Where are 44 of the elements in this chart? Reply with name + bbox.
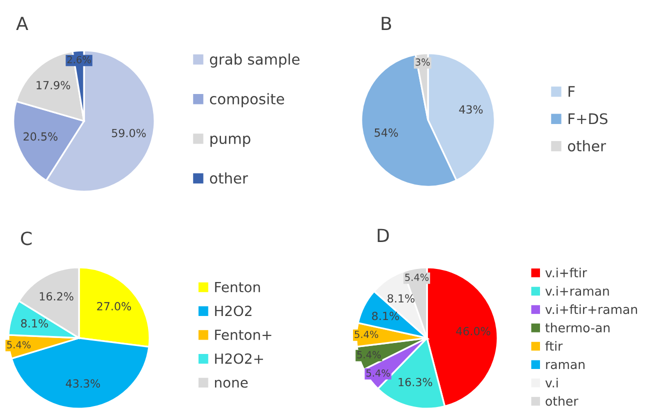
legend-label: other (568, 140, 606, 152)
data-label: 8.1% (21, 319, 48, 328)
legend-label: v.i+ftir (545, 268, 588, 278)
data-label: 27.0% (97, 302, 131, 310)
data-label: 2.6% (67, 56, 91, 64)
data-label: 16.2% (40, 292, 74, 301)
legend-label: composite (210, 93, 284, 108)
legend-label: v.i (545, 378, 558, 388)
data-label: 8.1% (372, 312, 399, 320)
legend-label: F (568, 86, 575, 97)
chart-title: D (378, 228, 389, 242)
legend-label: ftir (545, 341, 563, 351)
legend-label: other (210, 172, 248, 184)
data-label: 5.4% (354, 330, 378, 338)
legend-label: other (546, 396, 578, 406)
legend-label: F+DS (568, 113, 608, 124)
legend-label: none (215, 380, 248, 388)
data-label: 20.5% (24, 132, 58, 141)
legend-label: grab sample (210, 53, 300, 68)
legend-label: raman (546, 362, 584, 370)
chart-title: C (21, 232, 32, 246)
data-label: 59.0% (112, 128, 146, 138)
data-label: 3% (416, 58, 430, 66)
legend-label: pump (210, 136, 250, 147)
legend-label: Fenton (215, 282, 260, 292)
data-label: 17.9% (36, 80, 70, 90)
data-label: 5.4% (405, 274, 429, 281)
data-label: 54% (374, 128, 398, 137)
data-label: 8.1% (388, 294, 414, 303)
data-label: 46.0% (456, 326, 490, 336)
data-label: 16.3% (398, 378, 432, 386)
legend-label: v.i+ftir+raman (545, 304, 638, 314)
data-label: 5.4% (357, 351, 381, 358)
legend-label: H2O2+ (215, 353, 263, 364)
legend-label: v.i+raman (545, 286, 609, 296)
chart-title: B (382, 16, 392, 30)
chart-title: A (16, 16, 28, 30)
legend-label: thermo-an (545, 322, 610, 332)
legend-label: Fenton+ (215, 330, 272, 340)
data-label: 43.3% (66, 379, 100, 388)
data-label: 5.4% (366, 369, 390, 377)
legend-label: H2O2 (215, 306, 252, 316)
data-label: 5.4% (7, 341, 31, 348)
data-label: 43% (459, 105, 483, 114)
